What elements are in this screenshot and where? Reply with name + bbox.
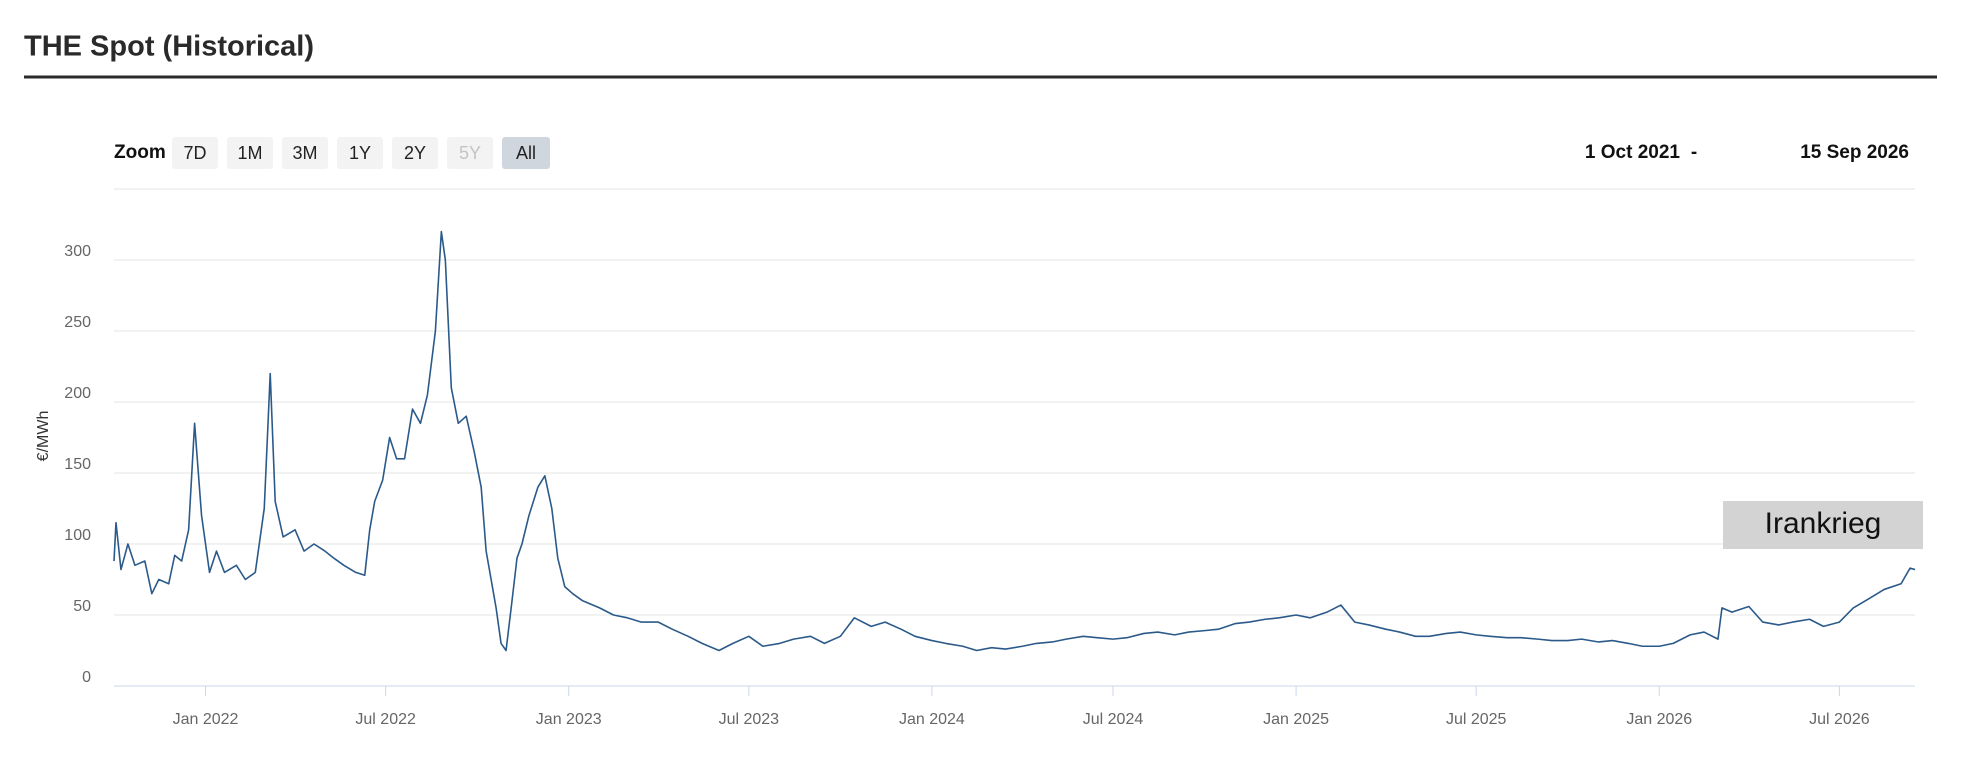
zoom-button[interactable] — [337, 137, 383, 169]
page-title: THE Spot (Historical) — [24, 31, 314, 63]
x-tick-label: Jan 2025 — [1263, 711, 1329, 728]
zoom-button-label[interactable]: 1Y — [349, 143, 371, 163]
zoom-button-label[interactable]: 1M — [237, 143, 262, 163]
zoom-button[interactable] — [172, 137, 218, 169]
x-tick-label: Jan 2023 — [536, 711, 602, 728]
annotation-box — [1723, 501, 1923, 549]
x-tick-label: Jul 2026 — [1809, 711, 1870, 728]
y-tick-label: 300 — [64, 243, 91, 260]
zoom-button[interactable] — [392, 137, 438, 169]
zoom-button[interactable] — [227, 137, 273, 169]
x-tick-label: Jul 2024 — [1083, 711, 1144, 728]
x-tick-label: Jul 2025 — [1446, 711, 1507, 728]
y-tick-label: 250 — [64, 314, 91, 331]
annotation: Irankrieg — [1765, 507, 1882, 540]
range-to: 15 Sep 2026 — [1800, 142, 1909, 163]
y-tick-label: 50 — [73, 598, 91, 615]
y-axis-label: €/MWh — [35, 411, 52, 462]
plot-area: 0 50 100 150 200 250 300 Jan 2022 Jul 2022 Jan 20… — [64, 230, 1916, 728]
y-tick-label: 100 — [64, 527, 91, 544]
x-tick-label: Jan 2022 — [173, 711, 239, 728]
y-tick-label: 200 — [64, 385, 91, 402]
x-tick-label: Jan 2024 — [899, 711, 965, 728]
zoom-button-label[interactable]: 7D — [183, 143, 206, 163]
zoom-button — [447, 137, 493, 169]
series-line — [113, 230, 1916, 652]
zoom-button-label[interactable]: All — [516, 143, 536, 163]
zoom-buttons: 7D 1M 3M 1Y 2Y 5Y All — [172, 137, 550, 169]
range-from: 1 Oct 2021 — [1585, 142, 1680, 163]
zoom-label: Zoom — [114, 142, 166, 163]
range-separator: - — [1691, 142, 1697, 163]
x-tick-label: Jan 2026 — [1626, 711, 1692, 728]
zoom-button-label[interactable]: 3M — [292, 143, 317, 163]
zoom-button[interactable] — [282, 137, 328, 169]
y-tick-label: 0 — [82, 669, 91, 686]
x-tick-label: Jul 2022 — [355, 711, 416, 728]
zoom-button-label[interactable]: 2Y — [404, 143, 426, 163]
x-tick-label: Jul 2023 — [719, 711, 780, 728]
zoom-button[interactable] — [502, 137, 550, 169]
zoom-button-label: 5Y — [459, 143, 481, 163]
y-tick-label: 150 — [64, 456, 91, 473]
